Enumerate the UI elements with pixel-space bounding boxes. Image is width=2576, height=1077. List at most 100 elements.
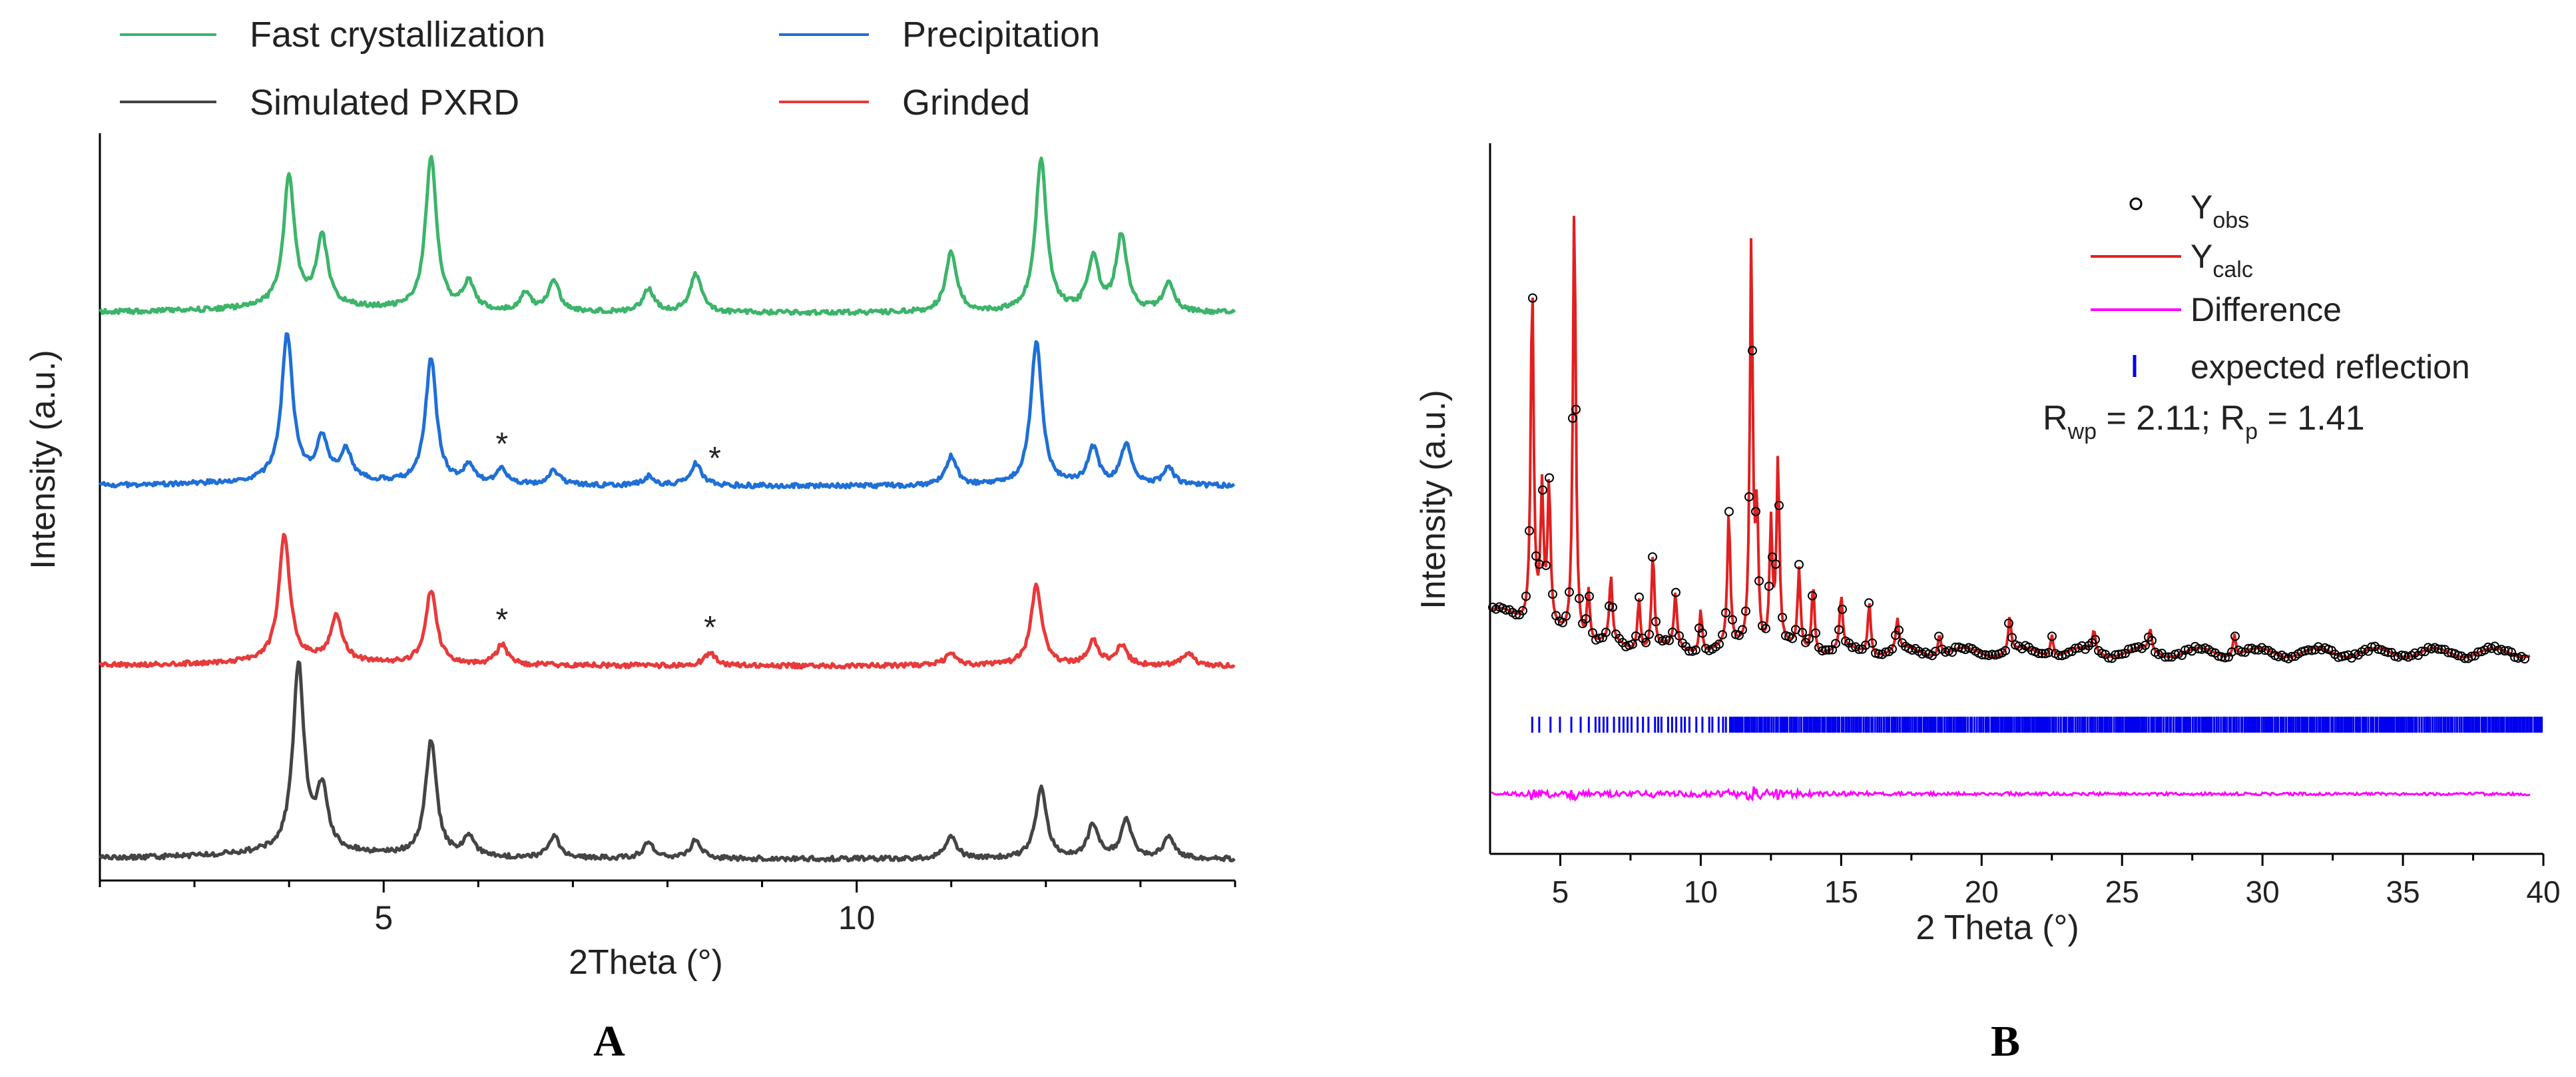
yobs-point [1535,559,1544,569]
yobs-point [1788,633,1797,643]
x-tick-label: 10 [838,899,876,936]
trace-precipitation [99,332,1236,490]
yobs-point [1811,628,1820,638]
yobs-point [2220,653,2230,663]
legend-label-difference: Difference [2190,291,2342,328]
difference-line [1491,786,2531,802]
yobs-point [2334,652,2343,662]
yobs-point [2034,649,2043,658]
yobs-point [2054,651,2063,660]
yobs-point [1854,644,1864,654]
yobs-point [1838,604,1847,614]
yobs-point [1628,639,1637,649]
legend-label-fast-crystallization: Fast crystallization [250,15,545,55]
x-tick-label: 30 [2246,875,2280,909]
yobs-point [1824,645,1834,655]
panel-a: Fast crystallization Simulated PXRD Prec… [24,15,1236,1066]
yobs-point [2001,645,2010,655]
yobs-point [2131,643,2140,653]
yobs-point [1674,631,1684,641]
yobs-point [1575,593,1584,603]
yobs-point [1831,639,1840,649]
calculated-curve [1491,216,2531,659]
yobs-point [1714,639,1724,649]
legend-label-precipitation: Precipitation [902,15,1100,55]
trace-simulated-pxrd [98,660,1236,863]
yobs-point [1648,552,1657,562]
x-tick-label: 15 [1824,875,1858,909]
yobs-point [1798,627,1807,637]
ycalc-line [1491,216,2531,659]
yobs-point [1531,551,1541,561]
yobs-point [1528,293,1537,303]
legend-label-simulated-pxrd: Simulated PXRD [250,83,519,123]
yobs-point [1645,629,1654,639]
legend-label-ycalc: Ycalc [2190,238,2253,282]
yobs-point [1951,642,1960,652]
yobs-point [1764,581,1774,591]
yobs-point [1874,649,1884,659]
yobs-point [2007,633,2017,643]
x-tick-label: 20 [1965,875,1999,909]
yobs-point [1977,650,1987,660]
yobs-point [1511,610,1521,619]
asterisk-marker: * [708,441,721,476]
panel-label-b: B [1991,1017,2020,1066]
trace-grinded [98,533,1236,670]
y-axis-label-a: Intensity (a.u.) [24,350,63,569]
yobs-point [1761,623,1770,633]
yobs-point [1661,635,1671,645]
yobs-point [1718,630,1727,640]
x-tick-label: 35 [2386,875,2420,909]
yobs-point [1987,649,1997,659]
yobs-point [1671,587,1680,597]
yobs-point [1548,589,1557,599]
yobs-point [1665,635,1674,645]
legend-b: Yobs Ycalc Difference expected reflectio… [2043,188,2470,444]
yobs-point [1771,559,1780,569]
yobs-point [2397,650,2406,660]
legend-label-yobs: Yobs [2190,188,2249,233]
yobs-point [1545,473,1554,483]
yobs-point [1821,645,1830,655]
yobs-point [2114,649,2123,659]
yobs-point [1585,591,1594,601]
x-tick-label: 25 [2105,875,2139,909]
yobs-point [1754,576,1764,586]
asterisk-marker: * [704,610,716,645]
yobs-point [1568,413,1577,423]
yobs-point [1864,598,1874,608]
yobs-point [1751,507,1760,516]
yobs-point [2520,654,2529,664]
trace-fast-crystallization [99,155,1236,316]
yobs-point [1538,485,1547,495]
yobs-point [1804,634,1814,644]
yobs-point [1521,591,1531,601]
yobs-point [1525,526,1534,536]
yobs-point [2444,647,2453,657]
yobs-point [1571,404,1581,414]
yobs-point [1744,492,1754,502]
panel-b: 5 10 15 20 25 30 35 40 Yobs Ycalc Difference ex… [1414,143,2561,1066]
yobs-point [1601,627,1611,637]
yobs-point [1748,346,1757,356]
yobs-point [1608,602,1617,612]
yobs-point [2044,647,2053,657]
asterisk-marker: * [496,427,509,462]
expected-reflections [1531,717,2543,733]
yobs-point [1888,644,1897,654]
x-axis-label-b: 2 Theta (°) [1916,908,2079,947]
yobs-point [2111,650,2120,660]
yobs-point [1724,507,1734,517]
yobs-point [1894,625,1904,635]
yobs-point [2037,649,2047,659]
yobs-point [1691,645,1700,655]
x-ticks-b: 5 10 15 20 25 30 35 40 [1552,854,2561,909]
yobs-point [2500,646,2509,656]
yobs-point [1518,605,1527,615]
yobs-point [1778,613,1787,622]
y-axis-label-b: Intensity (a.u.) [1414,390,1453,609]
refinement-stats: Rwp = 2.11; Rp = 1.41 [2043,399,2364,444]
yobs-point [2047,631,2057,641]
yobs-point [1561,611,1571,621]
